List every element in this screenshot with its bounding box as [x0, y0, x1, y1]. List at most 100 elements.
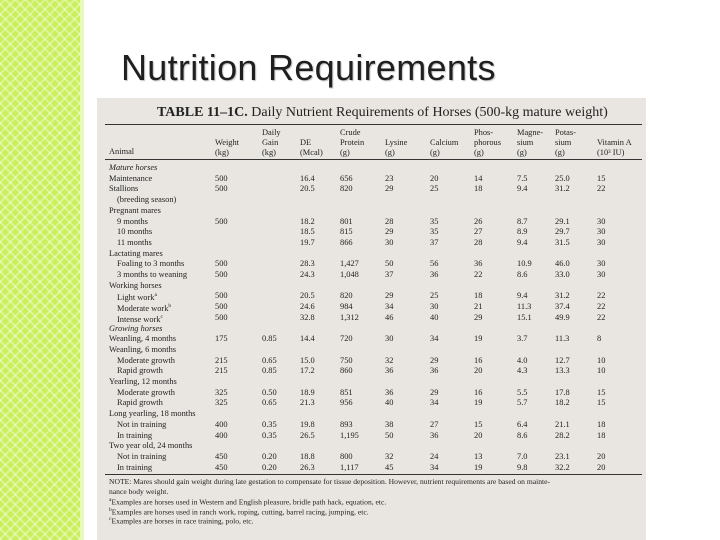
row-animal-label: Mature horses	[109, 163, 158, 172]
cell-phosphorous: 13	[474, 451, 483, 461]
cell-de: 18.8	[300, 451, 315, 461]
cell-calcium: 37	[430, 237, 439, 247]
cell-de: 20.5	[300, 291, 315, 301]
cell-weight: 500	[215, 312, 228, 322]
cell-de: 16.4	[300, 173, 315, 183]
cell-weight: 500	[215, 270, 228, 279]
table-label: TABLE 11–1C.	[157, 105, 248, 120]
row-animal-name: Maintenance	[109, 173, 152, 184]
header-potassium: sium	[555, 138, 572, 147]
table-row: Maintenance 500 16.4 656 23 20 14 7.5 25.0 15	[97, 173, 646, 184]
cell-protein: 820	[340, 291, 353, 301]
row-animal-name: 3 months to weaning	[117, 269, 187, 280]
table-image: TABLE 11–1C. Daily Nutrient Requirements…	[97, 98, 646, 540]
cell-magnesium: 5.5	[517, 387, 528, 397]
cell-weight: 215	[215, 355, 228, 365]
footnote-text: nance body weight.	[109, 486, 169, 496]
header-gain: Gain	[262, 138, 279, 147]
row-animal-label: Working horses	[109, 280, 162, 290]
table-row: Not in training 450 0.20 18.8 800 32 24 13 7.0 23…	[97, 451, 646, 462]
cell-calcium: 29	[430, 387, 439, 397]
footnote-marker: b	[168, 303, 172, 310]
cell-vitamin-a: 15	[597, 173, 606, 183]
footnote-marker: a	[109, 497, 112, 504]
row-animal-name: 10 months	[117, 226, 152, 237]
cell-potassium: 46.0	[555, 259, 570, 269]
cell-protein: 750	[340, 355, 353, 365]
row-animal-name: Intense workc	[117, 312, 163, 325]
header-de: (Mcal)	[300, 148, 323, 157]
cell-calcium: 36	[430, 430, 439, 440]
cell-calcium: 27	[430, 419, 439, 429]
row-animal-name: Foaling to 3 months	[117, 258, 184, 269]
table-row: Not in training 400 0.35 19.8 893 38 27 15 6.4 21…	[97, 419, 646, 430]
table-row: Yearling, 12 months	[97, 376, 646, 387]
header-vitamin-a: (10³ IU)	[597, 148, 625, 157]
row-animal-label: In training	[117, 462, 153, 472]
row-animal-name: Growing horses	[109, 323, 162, 334]
cell-lysine: 45	[385, 462, 394, 472]
cell-magnesium: 5.7	[517, 398, 528, 408]
cell-phosphorous: 19	[474, 462, 483, 472]
header-protein: Protein	[340, 138, 365, 147]
row-animal-label: Long yearling, 18 months	[109, 409, 196, 419]
header-magnesium: sium	[517, 138, 534, 147]
cell-lysine: 40	[385, 398, 394, 408]
row-animal-name: (breeding season)	[117, 194, 176, 205]
table-row: Intense workc 500 32.8 1,312 46 40 29 15.1 49.9 2…	[97, 312, 646, 325]
header-de: DE	[300, 138, 312, 147]
table-row: Rapid growth 215 0.85 17.2 860 36 36 20 4.3 13.3 1…	[97, 365, 646, 376]
table-row: Mature horses	[97, 162, 646, 173]
cell-potassium: 31.5	[555, 237, 570, 247]
cell-magnesium: 9.4	[517, 291, 528, 301]
cell-magnesium: 8.9	[517, 227, 528, 237]
cell-protein: 1,195	[340, 430, 359, 440]
header-phosphorous: phorous	[474, 138, 501, 147]
cell-potassium: 33.0	[555, 270, 570, 279]
cell-lysine: 30	[385, 237, 394, 247]
table-row: Pregnant mares	[97, 205, 646, 216]
cell-magnesium: 8.6	[517, 270, 528, 279]
cell-vitamin-a: 22	[597, 302, 606, 312]
row-animal-label: Weanling, 6 months	[109, 344, 177, 354]
row-animal-label: Not in training	[117, 419, 167, 429]
cell-lysine: 29	[385, 184, 394, 194]
cell-weight: 450	[215, 451, 228, 461]
cell-magnesium: 8.6	[517, 430, 528, 440]
cell-phosphorous: 28	[474, 237, 483, 247]
row-animal-name: Mature horses	[109, 162, 157, 173]
cell-weight: 500	[215, 216, 228, 226]
cell-vitamin-a: 22	[597, 184, 606, 194]
cell-vitamin-a: 10	[597, 355, 606, 365]
cell-vitamin-a: 22	[597, 291, 606, 301]
cell-vitamin-a: 15	[597, 398, 606, 408]
cell-potassium: 37.4	[555, 302, 570, 312]
cell-vitamin-a: 30	[597, 216, 606, 226]
cell-gain: 0.85	[262, 366, 277, 376]
row-animal-label: Weanling, 4 months	[109, 334, 177, 344]
cell-lysine: 23	[385, 173, 394, 183]
cell-lysine: 28	[385, 216, 394, 226]
cell-phosphorous: 20	[474, 430, 483, 440]
table-caption-text: Daily Nutrient Requirements of Horses (5…	[251, 105, 608, 120]
cell-potassium: 12.7	[555, 355, 570, 365]
cell-calcium: 56	[430, 259, 439, 269]
cell-phosphorous: 26	[474, 216, 483, 226]
cell-phosphorous: 14	[474, 173, 483, 183]
cell-protein: 866	[340, 237, 353, 247]
header-protein: Crude	[340, 128, 361, 137]
cell-de: 20.5	[300, 184, 315, 194]
table-row: Working horses	[97, 280, 646, 291]
cell-gain: 0.65	[262, 398, 277, 408]
row-animal-label: Light work	[117, 293, 155, 303]
table-row: Lactating mares	[97, 248, 646, 259]
cell-protein: 860	[340, 366, 353, 376]
row-animal-label: Rapid growth	[117, 398, 163, 408]
cell-magnesium: 4.3	[517, 366, 528, 376]
cell-protein: 851	[340, 387, 353, 397]
cell-vitamin-a: 10	[597, 366, 606, 376]
row-animal-name: Weanling, 4 months	[109, 333, 176, 344]
cell-weight: 215	[215, 366, 228, 376]
table-row: Stallions 500 20.5 820 29 25 18 9.4 31.2 22	[97, 183, 646, 194]
footnote-text: Examples are horses used in ranch work, …	[111, 507, 369, 517]
